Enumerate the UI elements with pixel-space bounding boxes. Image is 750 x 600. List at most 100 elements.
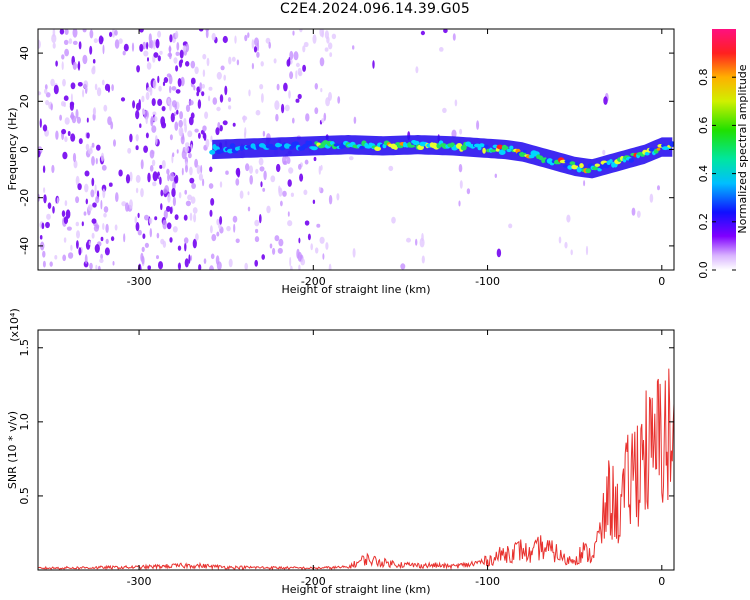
ridge-blob [597, 168, 602, 172]
speckle [215, 255, 220, 265]
speckle [222, 120, 228, 126]
speckle [281, 103, 285, 114]
speckle [61, 61, 64, 70]
speckle [184, 242, 187, 252]
speckle [307, 233, 311, 241]
speckle [388, 165, 394, 172]
ridge-blob [648, 147, 655, 152]
speckle [89, 262, 93, 270]
speckle [160, 238, 165, 245]
speckle [51, 33, 57, 44]
speckle [167, 173, 170, 182]
speckle [235, 178, 240, 186]
y-tick-label: -20 [18, 189, 31, 207]
colorbar-tick-label: 0.8 [697, 68, 710, 86]
ridge-blob [564, 159, 572, 164]
speckle [251, 39, 255, 49]
speckle [188, 100, 194, 106]
speckle [198, 132, 201, 139]
speckle [290, 192, 294, 197]
ridge-blob [575, 162, 579, 166]
speckle [168, 45, 172, 54]
speckle [104, 83, 110, 91]
speckle [247, 191, 250, 196]
speckle [208, 95, 211, 102]
speckle [260, 181, 263, 188]
speckle [135, 174, 141, 183]
speckle [206, 57, 210, 67]
ridge-blob [504, 146, 509, 150]
speckle [139, 29, 144, 33]
speckle [193, 213, 197, 223]
speckle [564, 241, 568, 249]
speckle [196, 91, 200, 97]
speckle [286, 59, 291, 67]
speckle [244, 34, 248, 42]
speckle [121, 201, 127, 207]
speckle [174, 111, 177, 116]
speckle [302, 45, 306, 53]
speckle [141, 95, 145, 103]
speckle [248, 89, 251, 97]
speckle [216, 218, 220, 226]
speckle [143, 50, 149, 57]
speckle [415, 66, 419, 74]
x-tick-label: -200 [301, 275, 326, 288]
speckle [115, 192, 119, 203]
ridge-blob [359, 145, 365, 150]
speckle [198, 29, 204, 32]
speckle [64, 29, 69, 35]
speckle [222, 35, 228, 44]
speckle [90, 189, 95, 198]
speckle [274, 100, 280, 111]
speckle [372, 60, 375, 69]
x-tick-label: -200 [301, 575, 326, 588]
speckle [315, 247, 319, 254]
colorbar-tick-label: 0.2 [697, 213, 710, 231]
speckle [105, 223, 109, 233]
speckle [82, 89, 85, 98]
speckle [111, 84, 114, 92]
speckle [287, 211, 290, 217]
speckle [210, 135, 213, 143]
speckle [320, 88, 323, 93]
speckle [83, 80, 89, 89]
speckle [310, 243, 314, 251]
speckle [163, 188, 168, 194]
speckle [190, 196, 196, 204]
speckle [92, 108, 96, 115]
speckle [259, 214, 262, 224]
speckle [391, 216, 396, 224]
speckle [205, 29, 209, 39]
speckle [352, 248, 356, 258]
speckle [247, 32, 250, 38]
speckle [184, 123, 188, 133]
speckle [55, 130, 59, 140]
speckle [89, 29, 94, 39]
speckle [100, 152, 105, 162]
speckle [54, 254, 58, 260]
speckle [132, 100, 136, 109]
speckle [183, 237, 189, 244]
speckle [155, 38, 160, 49]
speckle [254, 37, 259, 47]
speckle [76, 230, 80, 239]
ridge-blob [278, 143, 283, 147]
speckle [67, 131, 71, 136]
speckle [148, 217, 153, 224]
speckle [160, 203, 163, 211]
speckle [352, 45, 355, 50]
speckle [55, 60, 58, 67]
speckle [297, 93, 302, 100]
speckle [77, 63, 80, 70]
speckle [336, 193, 340, 201]
speckle [135, 110, 140, 120]
x-tick-label: -100 [475, 275, 500, 288]
speckle [75, 221, 80, 227]
x-tick-label: -100 [475, 575, 500, 588]
spectrogram-x-ticks: -300 -200 -100 0 [127, 29, 665, 288]
speckle [152, 181, 157, 187]
speckle [261, 93, 264, 103]
speckle [172, 226, 178, 233]
ridge-blob [408, 144, 416, 148]
